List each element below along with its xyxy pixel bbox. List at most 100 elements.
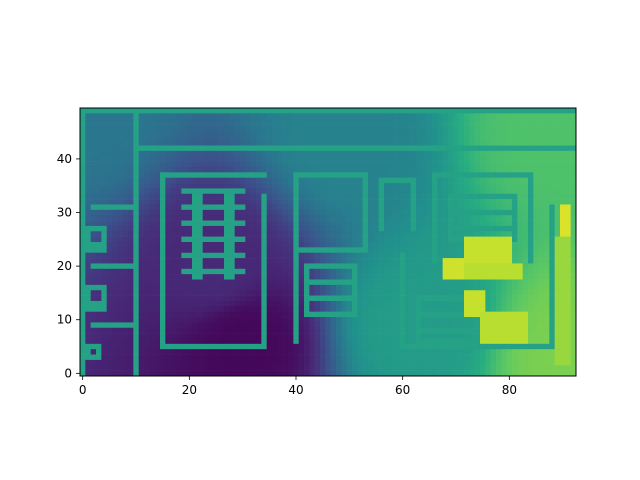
heatmap-cell (208, 349, 214, 355)
heatmap-cell (538, 140, 545, 146)
heatmap-cell (197, 150, 203, 157)
heatmap-cell (544, 140, 550, 146)
heatmap-cell (538, 177, 545, 184)
heatmap-cell (458, 172, 465, 178)
heatmap-cell (245, 247, 251, 254)
heatmap-cell (133, 150, 139, 157)
heatmap-cell (394, 306, 401, 312)
heatmap-cell (266, 193, 273, 200)
heatmap-cell (538, 247, 545, 254)
heatmap-cell (154, 370, 161, 377)
heatmap-cell (160, 268, 166, 275)
heatmap-cell (240, 204, 246, 211)
heatmap-cell (448, 166, 454, 173)
heatmap-cell (544, 124, 550, 130)
heatmap-cell (106, 274, 113, 280)
heatmap-cell (160, 150, 166, 157)
heatmap-cell (96, 317, 102, 323)
heatmap-cell (144, 108, 150, 114)
heatmap-cell (352, 343, 358, 350)
heatmap-cell (304, 236, 310, 243)
heatmap-cell (138, 333, 145, 339)
heatmap-cell (554, 295, 561, 302)
heatmap-cell (314, 370, 321, 377)
heatmap-cell (357, 188, 363, 195)
heatmap-cell (154, 327, 161, 334)
heatmap-cell (437, 322, 443, 329)
heatmap-cell (277, 258, 283, 264)
heatmap-cell (229, 284, 235, 291)
heatmap-cell (218, 343, 225, 350)
heatmap-cell (240, 327, 246, 334)
heatmap-cell (293, 188, 299, 195)
heatmap-cell (469, 263, 475, 270)
heatmap-cell (432, 252, 438, 259)
heatmap-cell (138, 365, 145, 371)
heatmap-cell (149, 220, 155, 227)
heatmap-cell (368, 359, 374, 366)
heatmap-cell (352, 161, 358, 168)
heatmap-cell (202, 204, 209, 211)
heatmap-cell (112, 166, 118, 173)
heatmap-cell (528, 188, 534, 195)
heatmap-cell (325, 242, 331, 248)
heatmap-cell (192, 333, 198, 339)
heatmap-cell (293, 220, 299, 227)
heatmap-cell (234, 156, 241, 162)
heatmap-cell (501, 365, 507, 371)
heatmap-cell (560, 290, 566, 296)
heatmap-cell (224, 231, 230, 237)
heatmap-cell (565, 156, 571, 162)
heatmap-cell (186, 258, 193, 264)
heatmap-cell (304, 354, 310, 361)
heatmap-cell (549, 359, 555, 366)
heatmap-cell (117, 295, 123, 302)
heatmap-cell (485, 236, 491, 243)
heatmap-cell (80, 268, 86, 275)
heatmap-cell (437, 317, 443, 323)
heatmap-cell (357, 252, 363, 259)
heatmap-cell (101, 199, 107, 205)
heatmap-cell (565, 199, 571, 205)
heatmap-cell (512, 140, 518, 146)
heatmap-cell (560, 359, 566, 366)
heatmap-cell (570, 279, 577, 286)
heatmap-cell (464, 118, 470, 125)
heatmap-cell (181, 183, 187, 189)
heatmap-cell (176, 145, 182, 152)
heatmap-cell (298, 295, 305, 302)
heatmap-cell (469, 220, 475, 227)
heatmap-cell (336, 365, 342, 371)
heatmap-cell (106, 236, 113, 243)
heatmap-cell (106, 349, 113, 355)
heatmap-cell (325, 247, 331, 254)
heatmap-cell (485, 247, 491, 254)
heatmap-cell (400, 306, 406, 312)
heatmap-cell (432, 247, 438, 254)
heatmap-cell (330, 359, 337, 366)
heatmap-cell (213, 349, 219, 355)
heatmap-cell (133, 284, 139, 291)
heatmap-cell (122, 247, 129, 254)
heatmap-cell (512, 365, 518, 371)
heatmap-cell (240, 145, 246, 152)
heatmap-cell (346, 252, 353, 259)
heatmap-cell (309, 322, 315, 329)
heatmap-cell (277, 193, 283, 200)
heatmap-cell (288, 333, 294, 339)
heatmap-cell (202, 193, 209, 200)
heatmap-cell (416, 145, 422, 152)
heatmap-cell (213, 317, 219, 323)
heatmap-cell (144, 156, 150, 162)
heatmap-cell (122, 209, 129, 216)
heatmap-cell (256, 231, 262, 237)
heatmap-cell (432, 193, 438, 200)
heatmap-cell (117, 140, 123, 146)
heatmap-cell (538, 242, 545, 248)
heatmap-cell (325, 124, 331, 130)
heatmap-cell (400, 150, 406, 157)
heatmap-cell (394, 150, 401, 157)
heatmap-cell (384, 338, 390, 345)
heatmap-cell (432, 322, 438, 329)
heatmap-cell (474, 370, 481, 377)
